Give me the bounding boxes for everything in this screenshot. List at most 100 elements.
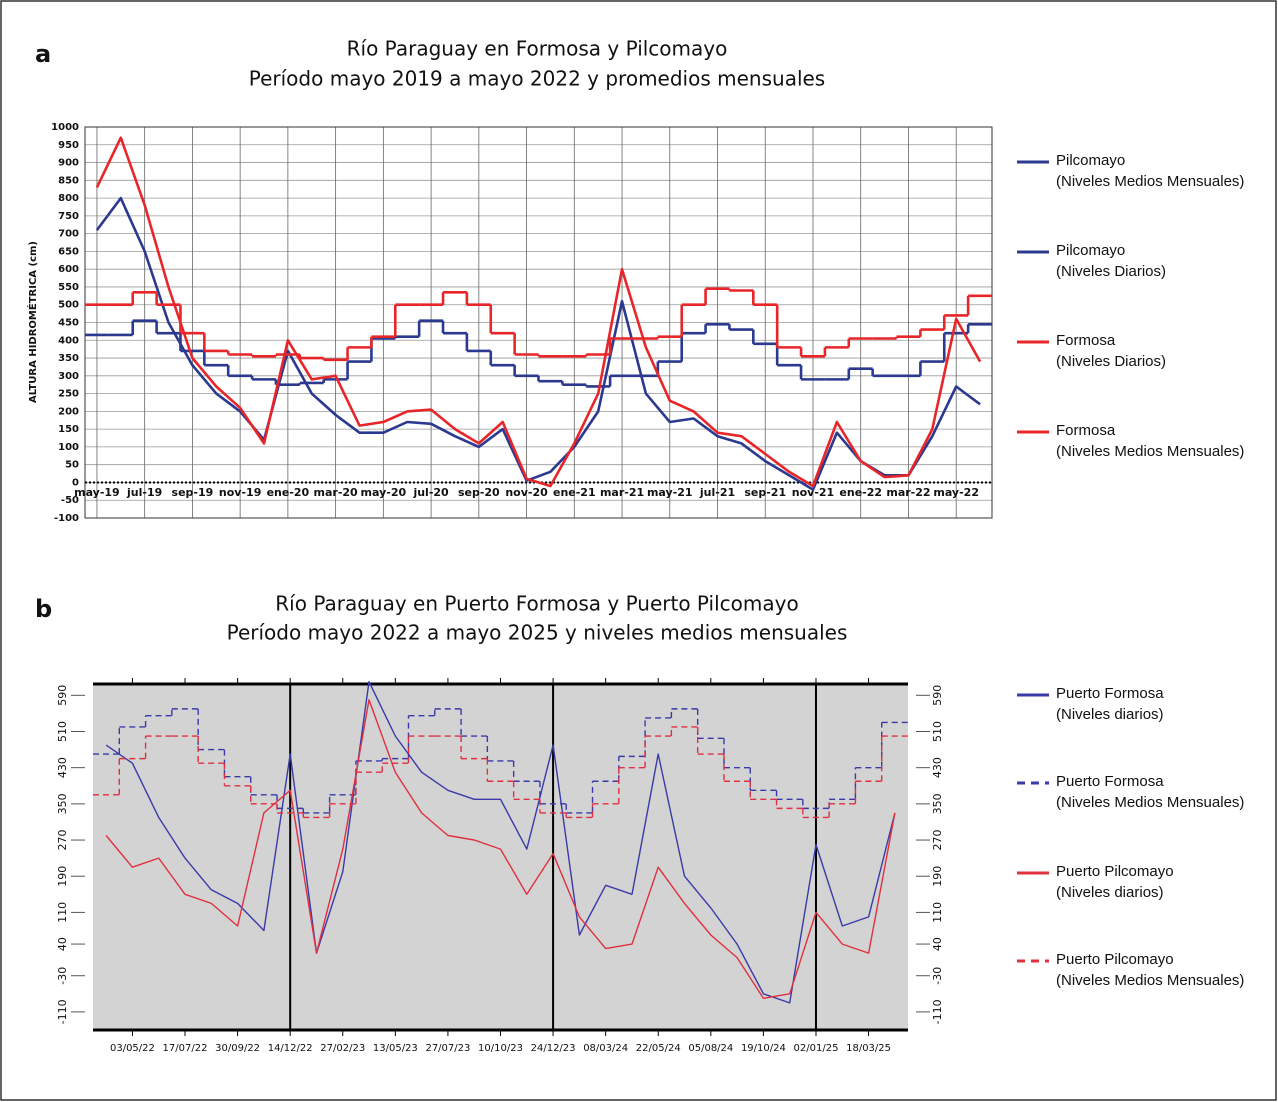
y-tick-label: 750 (58, 211, 79, 222)
y-tick-label: 700 (58, 229, 79, 240)
plot-background (93, 684, 908, 1030)
y-tick-label: -50 (61, 495, 79, 506)
x-tick-label: 27/07/23 (425, 1043, 470, 1054)
y-tick-label: 650 (58, 246, 79, 257)
y-tick-label: -100 (54, 513, 79, 524)
x-tick-label: jul-20 (412, 486, 449, 499)
y-tick-label: 400 (58, 335, 79, 346)
series-line (105, 681, 896, 1004)
legend-swatch (1017, 693, 1049, 697)
x-tick-label: sep-20 (458, 486, 500, 499)
y-tick-label: 590 (56, 685, 69, 706)
x-tick-label: nov-21 (792, 486, 834, 499)
y-tick-label: 100 (58, 442, 79, 453)
series-line (105, 699, 896, 999)
y-tick-label: -30 (931, 967, 944, 985)
y-tick-label: 40 (56, 937, 69, 951)
legend-label: Pilcomayo (Niveles Diarios) (1056, 242, 1167, 280)
legend-label: Puerto Formosa (Niveles Medios Mensuales… (1056, 773, 1245, 811)
x-tick-label: jul-19 (126, 486, 162, 499)
y-tick-label: 190 (56, 866, 69, 887)
y-tick-label: 550 (58, 282, 79, 293)
legend-swatch (1017, 430, 1049, 434)
x-tick-label: may-22 (933, 486, 979, 499)
y-tick-label: -30 (56, 967, 69, 985)
x-tick-label: 08/03/24 (583, 1043, 628, 1054)
y-tick-label: 50 (65, 460, 79, 471)
legend-item: Puerto Pilcomayo (Niveles Medios Mensual… (1015, 949, 1270, 1009)
y-tick-label: 350 (56, 793, 69, 814)
y-tick-label: 270 (56, 830, 69, 851)
x-tick-label: sep-21 (744, 486, 786, 499)
y-tick-label: 270 (931, 830, 944, 851)
x-tick-label: 02/01/25 (794, 1043, 839, 1054)
y-tick-label: 900 (58, 158, 79, 169)
y-tick-label: 500 (58, 300, 79, 311)
x-tick-label: 13/05/23 (373, 1043, 418, 1054)
x-tick-label: ene-22 (839, 486, 882, 499)
x-tick-label: nov-20 (505, 486, 548, 499)
x-tick-label: 18/03/25 (846, 1043, 891, 1054)
series-line (95, 196, 981, 491)
x-tick-label: may-19 (74, 486, 120, 499)
chart-subtitle: Período mayo 2019 a mayo 2022 y promedio… (249, 67, 825, 91)
legend-swatch (1017, 250, 1049, 254)
legend-label: Pilcomayo (Niveles Medios Mensuales) (1056, 152, 1245, 190)
x-tick-label: ene-20 (267, 486, 310, 499)
legend-item: Puerto Formosa (Niveles diarios) (1015, 683, 1270, 743)
series-line (95, 136, 982, 488)
x-tick-label: ene-21 (553, 486, 596, 499)
x-tick-label: 14/12/22 (268, 1043, 313, 1054)
legend-label: Puerto Pilcomayo (Niveles Medios Mensual… (1056, 951, 1245, 989)
y-tick-label: 450 (58, 318, 79, 329)
y-tick-label: 850 (58, 175, 79, 186)
legend-swatch (1017, 781, 1049, 785)
x-tick-label: 03/05/22 (110, 1043, 155, 1054)
y-tick-label: 600 (58, 264, 79, 275)
x-tick-label: 17/07/22 (163, 1043, 208, 1054)
y-tick-label: 150 (58, 424, 79, 435)
y-tick-label: -110 (56, 999, 69, 1024)
y-tick-label: 200 (58, 406, 79, 417)
y-tick-label: 350 (931, 793, 944, 814)
legend-swatch (1017, 340, 1049, 344)
legend-item: Pilcomayo (Niveles Diarios) (1015, 240, 1270, 300)
x-tick-label: mar-22 (886, 486, 930, 499)
y-tick-label: 1000 (51, 122, 79, 133)
y-tick-label: 110 (931, 902, 944, 923)
y-tick-label: 40 (931, 937, 944, 951)
y-tick-label: 590 (931, 685, 944, 706)
y-tick-label: 430 (931, 757, 944, 778)
x-tick-label: 24/12/23 (531, 1043, 576, 1054)
legend-item: Formosa (Niveles Diarios) (1015, 330, 1270, 390)
y-tick-label: 510 (56, 721, 69, 742)
legend-item: Pilcomayo (Niveles Medios Mensuales) (1015, 150, 1270, 210)
x-tick-label: nov-19 (219, 486, 261, 499)
y-tick-label: 800 (58, 193, 79, 204)
x-tick-label: 22/05/24 (636, 1043, 681, 1054)
chart-subtitle: Período mayo 2022 a mayo 2025 y niveles … (227, 621, 848, 645)
y-tick-label: 350 (58, 353, 79, 364)
chart-title: Río Paraguay en Formosa y Pilcomayo (347, 37, 728, 61)
y-tick-label: 510 (931, 721, 944, 742)
plot-frame (84, 126, 993, 519)
y-tick-label: 190 (931, 866, 944, 887)
y-tick-label: 0 (72, 477, 79, 488)
x-tick-label: 05/08/24 (688, 1043, 733, 1054)
y-tick-label: 110 (56, 902, 69, 923)
y-tick-label: 250 (58, 389, 79, 400)
panel-label: b (35, 595, 52, 623)
y-tick-label: 950 (58, 140, 79, 151)
chart-title: Río Paraguay en Puerto Formosa y Puerto … (275, 592, 798, 616)
legend-item: Puerto Formosa (Niveles Medios Mensuales… (1015, 771, 1270, 831)
x-tick-label: mar-21 (600, 486, 644, 499)
x-tick-label: may-20 (361, 486, 407, 499)
x-tick-label: sep-19 (172, 486, 214, 499)
x-tick-label: 30/09/22 (215, 1043, 260, 1054)
x-tick-label: jul-21 (699, 486, 735, 499)
y-tick-label: -110 (931, 999, 944, 1024)
x-tick-label: mar-20 (314, 486, 359, 499)
y-tick-label: 300 (58, 371, 79, 382)
